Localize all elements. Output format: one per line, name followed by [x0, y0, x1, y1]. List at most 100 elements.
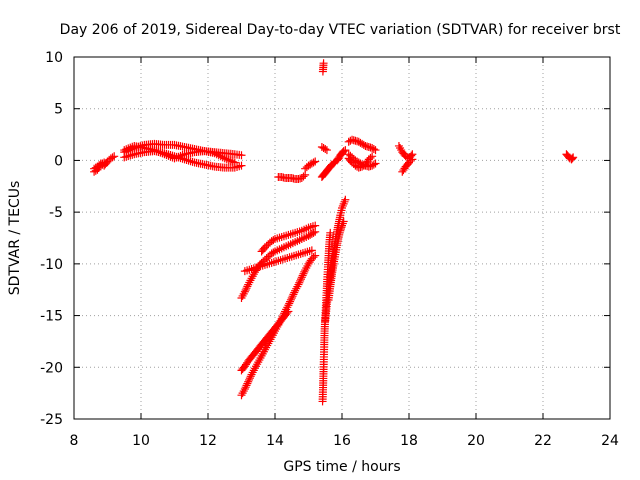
data-point [188, 157, 197, 166]
data-point [158, 149, 167, 158]
x-tick-label: 18 [400, 433, 418, 449]
x-tick-label: 16 [333, 433, 351, 449]
data-point [230, 158, 239, 167]
x-axis-label: GPS time / hours [283, 459, 400, 475]
data-point [244, 377, 253, 386]
data-point [122, 152, 131, 161]
data-point [170, 154, 179, 163]
chart-title: Day 206 of 2019, Sidereal Day-to-day VTE… [60, 22, 621, 38]
data-point [326, 228, 335, 237]
data-point [100, 158, 109, 167]
x-tick-label: 8 [70, 433, 79, 449]
data-point [216, 152, 225, 161]
data-point [184, 156, 193, 165]
data-points [90, 59, 578, 406]
data-point [240, 385, 249, 394]
data-point [214, 151, 223, 160]
data-point [406, 156, 415, 165]
data-point [156, 148, 165, 157]
data-point [243, 379, 252, 388]
data-point [339, 217, 348, 226]
data-point [164, 151, 173, 160]
x-tick-labels: 8 10 12 14 16 18 20 22 24 [70, 433, 619, 449]
data-point [295, 278, 304, 287]
y-axis-label: SDTVAR / TECUs [7, 181, 23, 296]
data-point [241, 383, 250, 392]
data-point [299, 172, 308, 181]
data-point [568, 154, 577, 163]
data-point [152, 146, 161, 155]
data-point [307, 246, 316, 255]
data-point [286, 297, 295, 306]
y-tick-label: -15 [40, 309, 63, 325]
data-point [174, 152, 183, 161]
data-point [341, 195, 350, 204]
data-point [366, 153, 375, 162]
data-point [98, 159, 107, 168]
data-point [311, 157, 320, 166]
data-point [242, 381, 251, 390]
y-tick-labels: -25 -20 -15 -10 -5 0 5 10 [40, 50, 63, 428]
data-point [245, 374, 254, 383]
grid-lines [74, 57, 610, 419]
data-point [124, 144, 133, 153]
data-point [339, 147, 348, 156]
data-point [286, 295, 295, 304]
data-point [186, 157, 195, 166]
data-point [172, 153, 181, 162]
data-point [241, 285, 250, 294]
data-point [288, 292, 297, 301]
data-point [166, 152, 175, 161]
data-point [128, 150, 137, 159]
data-point [120, 153, 129, 162]
data-point [110, 152, 119, 161]
data-point [154, 147, 163, 156]
data-point [371, 146, 380, 155]
data-point [228, 157, 237, 166]
data-point [218, 153, 227, 162]
x-tick-label: 20 [467, 433, 485, 449]
data-point [359, 140, 368, 149]
y-tick-label: 10 [45, 50, 63, 66]
data-point [299, 269, 308, 278]
data-point [296, 276, 305, 285]
data-point [245, 375, 254, 384]
x-tick-label: 24 [601, 433, 619, 449]
data-point [371, 159, 380, 168]
data-point [290, 288, 299, 297]
data-point [160, 150, 169, 159]
y-tick-label: 5 [54, 102, 63, 118]
data-point [298, 271, 307, 280]
data-point [289, 290, 298, 299]
data-point [283, 308, 292, 317]
data-point [224, 156, 233, 165]
data-point [237, 151, 246, 160]
data-point [269, 236, 278, 245]
data-point [300, 267, 309, 276]
data-point [220, 154, 229, 163]
y-tick-label: -5 [49, 205, 63, 221]
x-tick-label: 10 [132, 433, 150, 449]
x-tick-label: 14 [266, 433, 284, 449]
data-point [122, 145, 131, 154]
y-tick-label: -20 [40, 360, 63, 376]
data-point [240, 287, 249, 296]
data-point [176, 151, 185, 160]
data-point [246, 372, 255, 381]
data-point [162, 151, 171, 160]
y-tick-label: -25 [40, 412, 63, 428]
data-point [124, 152, 133, 161]
data-point [311, 221, 320, 230]
data-point [150, 146, 159, 155]
data-point [243, 282, 252, 291]
data-point [237, 161, 246, 170]
data-point [321, 145, 330, 154]
data-point [309, 158, 318, 167]
x-tick-label: 12 [199, 433, 217, 449]
data-point [126, 143, 135, 152]
x-tick-label: 22 [534, 433, 552, 449]
data-point [319, 59, 328, 68]
data-point [222, 155, 231, 164]
data-point [178, 151, 187, 160]
